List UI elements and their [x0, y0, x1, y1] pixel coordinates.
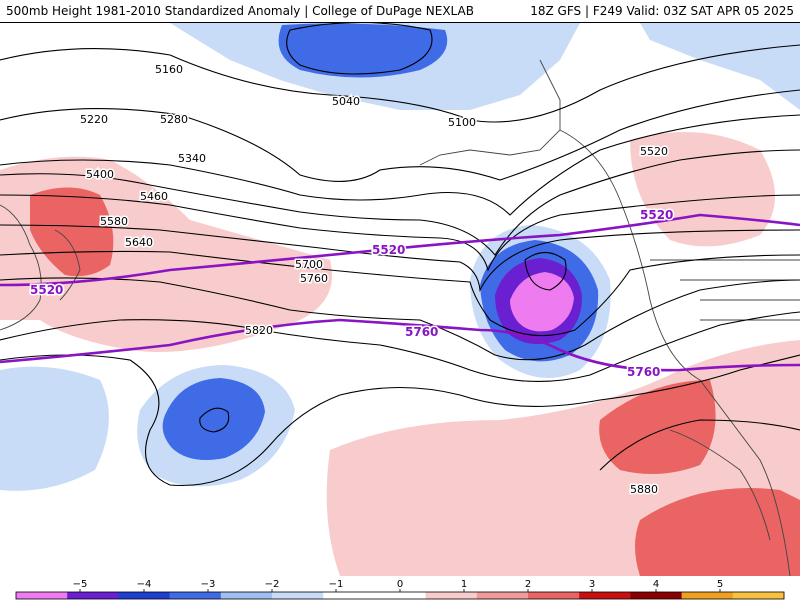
colorbar-swatch	[732, 592, 785, 599]
model-run-info: 18Z GFS | F249 Valid: 03Z SAT APR 05 202…	[530, 4, 794, 18]
contour-label: 5880	[630, 483, 658, 496]
contour-label: 5340	[178, 152, 206, 165]
contour-label: 5220	[80, 113, 108, 126]
contour-label: 5760	[300, 272, 328, 285]
colorbar-swatch	[681, 592, 734, 599]
colorbar-swatch	[323, 592, 375, 599]
coastlines	[0, 59, 800, 576]
colorbar-graphic: −5 −4 −3 −2 −1 0 1 2 3 4 5	[15, 579, 785, 600]
contour-label: 5820	[245, 324, 273, 337]
colorbar-swatch	[425, 592, 478, 599]
reference-label: 5760	[405, 325, 438, 339]
colorbar-swatch	[374, 592, 427, 599]
reference-labels: 5520 5520 5520 5760 5760	[29, 207, 675, 381]
contour-label: 5520	[640, 145, 668, 158]
colorbar-tick-label: −5	[73, 579, 88, 590]
height-contours	[0, 23, 800, 487]
contour-label: 5640	[125, 236, 153, 249]
reference-label: 5760	[627, 365, 660, 379]
colorbar-tick-label: −2	[265, 579, 280, 590]
colorbar-swatch	[528, 592, 580, 599]
map-title: 500mb Height 1981-2010 Standardized Anom…	[6, 4, 474, 18]
contour-label: 5100	[448, 116, 476, 129]
colorbar-tick-label: 3	[589, 579, 595, 590]
colorbar-tick-label: 0	[397, 579, 403, 590]
contour-label: 5280	[160, 113, 188, 126]
colorbar-swatch	[220, 592, 273, 599]
colorbar-tick-label: 2	[525, 579, 531, 590]
contour-label: 5040	[332, 95, 360, 108]
contour-label: 5400	[86, 168, 114, 181]
colorbar-swatch	[579, 592, 631, 599]
contour-label: 5160	[155, 63, 183, 76]
colorbar-tick-label: −3	[201, 579, 216, 590]
colorbar-swatch	[272, 592, 324, 599]
contour-label: 5700	[295, 258, 323, 271]
colorbar-swatch	[16, 592, 68, 599]
contour-label: 5580	[100, 215, 128, 228]
colorbar-swatch	[67, 592, 119, 599]
reference-label: 5520	[30, 283, 63, 297]
anomaly-shading	[0, 23, 800, 576]
colorbar-tick-label: −4	[137, 579, 152, 590]
colorbar-tick-label: 1	[461, 579, 467, 590]
colorbar-swatch	[630, 592, 683, 599]
anomaly-map: 5160 5220 5280 5340 5400 5460 5580 5640 …	[0, 23, 800, 576]
colorbar-tick-label: −1	[329, 579, 344, 590]
colorbar-tick-label: 4	[653, 579, 659, 590]
reference-label: 5520	[640, 208, 673, 222]
colorbar-swatch	[169, 592, 222, 599]
map-header: 500mb Height 1981-2010 Standardized Anom…	[0, 0, 800, 23]
reference-contours	[0, 213, 800, 372]
contour-labels: 5160 5220 5280 5340 5400 5460 5580 5640 …	[79, 62, 670, 498]
colorbar-swatch	[476, 592, 529, 599]
anomaly-colorbar: −5 −4 −3 −2 −1 0 1 2 3 4 5	[0, 576, 800, 600]
contour-label: 5460	[140, 190, 168, 203]
colorbar-tick-label: 5	[717, 579, 723, 590]
colorbar-swatch	[118, 592, 171, 599]
reference-label: 5520	[372, 243, 405, 257]
